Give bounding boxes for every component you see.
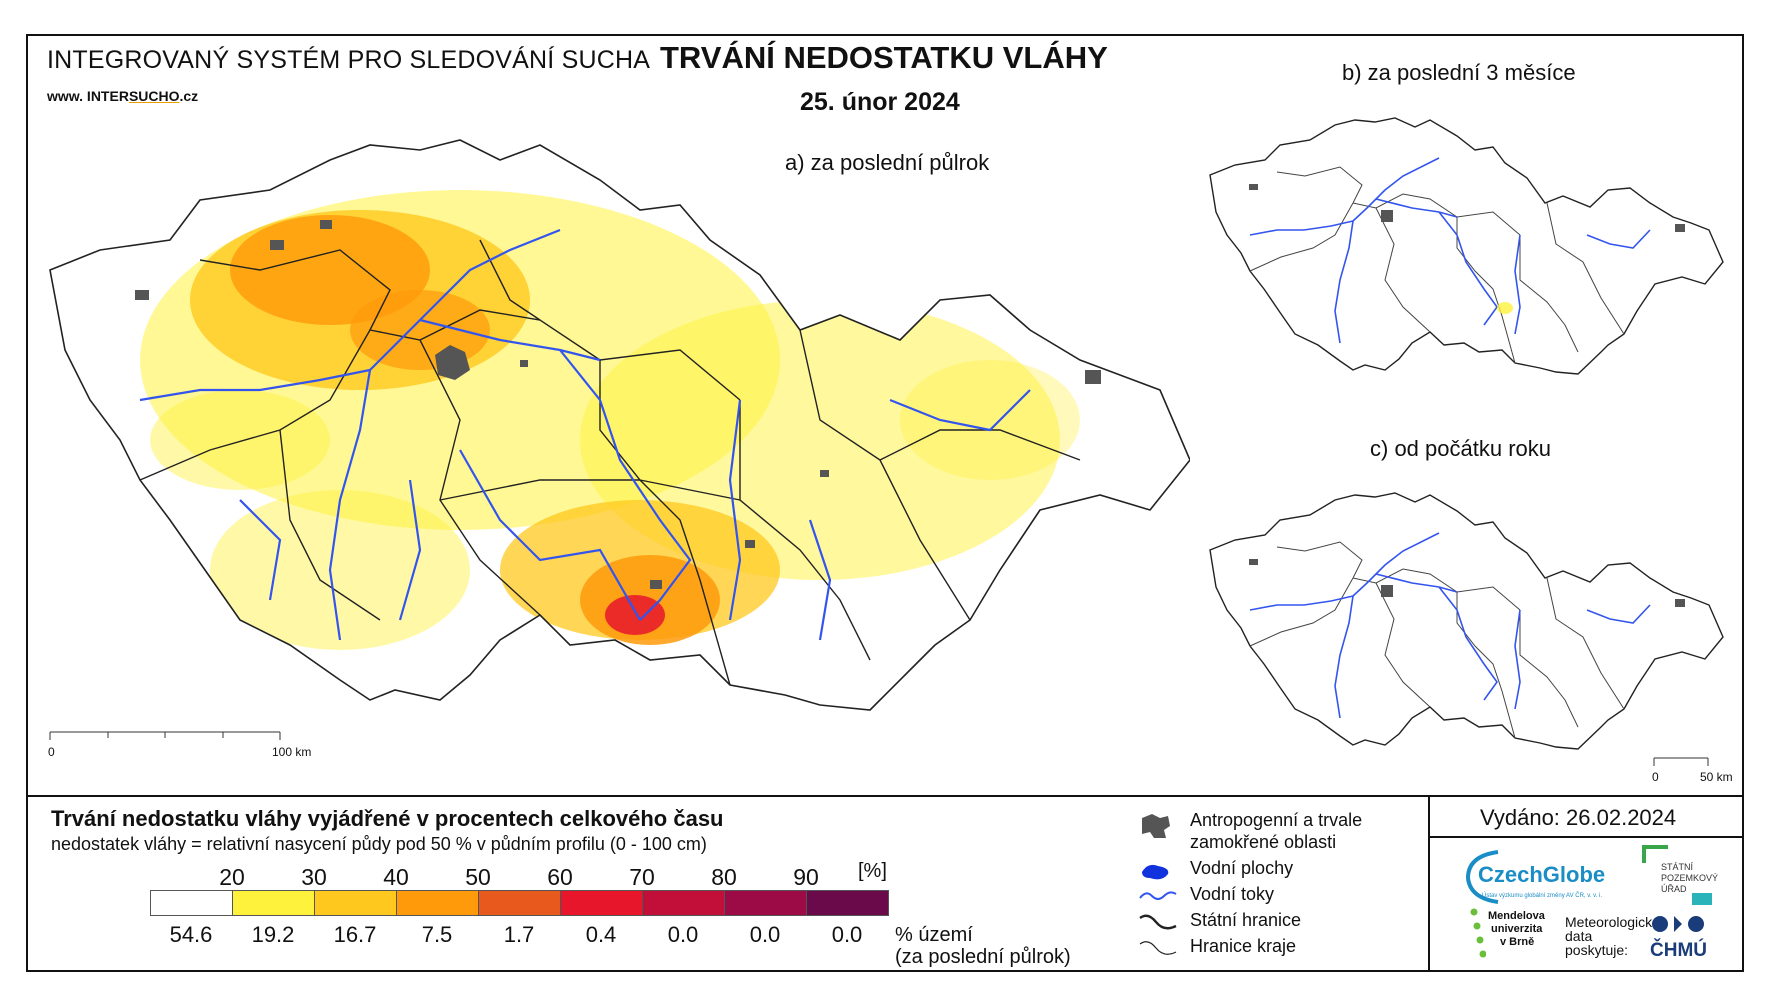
map-a [49,139,1190,711]
legend-tick-20: 20 [219,864,245,890]
map-a-label: a) za poslední půlrok [785,150,990,175]
legend-subtitle: nedostatek vláhy = relativní nasycení pů… [51,834,707,854]
meteo-line-3: poskytuje: [1565,942,1629,958]
system-title: INTEGROVANÝ SYSTÉM PRO SLEDOVÁNÍ SUCHA [47,46,651,74]
map-b-label: b) za poslední 3 měsíce [1342,60,1576,85]
map-c-label: c) od počátku roku [1370,436,1551,461]
meteo-line-2: data [1565,928,1593,944]
spu-line-2: POZEMKOVÝ [1661,873,1719,883]
legend-class-1 [232,890,315,916]
site-prefix: www. INTER [47,88,129,104]
legend-anthropogenic-2: zamokřené oblasti [1190,832,1337,852]
legend-share-6: 0.0 [667,922,699,947]
czechglobe-subtitle: Ústav výzkumu globální změny AV ČR, v. v… [1482,893,1603,899]
state-border-icon [1139,914,1177,930]
water-course-icon [1139,891,1177,900]
mendel-line-2: univerzita [1491,923,1543,935]
scale-c-end: 50 km [1700,770,1733,784]
region-border-icon [1139,941,1177,955]
mendel-dots-icon [1470,908,1486,958]
chmu-mark-icon [1652,916,1704,932]
legend-class-4 [478,890,561,916]
urban-areas-a [135,220,1101,589]
legend-share-label: % území [895,924,973,946]
legend-tick-60: 60 [547,864,573,890]
map-c [1209,492,1724,750]
figure-frame [26,34,1744,972]
czechglobe-logo: CzechGlobe [1478,862,1606,887]
main-title: TRVÁNÍ NEDOSTATKU VLÁHY [660,40,1108,75]
legend-share-5: 0.4 [585,922,617,947]
meteo-line-1: Meteorologická [1565,914,1660,930]
legend-anthropogenic-1: Antropogenní a trvale [1190,810,1363,830]
legend-tick-40: 40 [383,864,409,890]
spu-line-3: ÚŘAD [1661,884,1687,894]
scale-c-zero: 0 [1652,770,1659,784]
site-suffix: .cz [179,88,199,104]
legend-water-courses: Vodní toky [1190,884,1275,904]
czechglobe-logo-icon [1465,850,1499,904]
issued-separator [1429,836,1744,838]
legend-title: Trvání nedostatku vláhy vyjádřené v proc… [51,806,724,831]
scale-bar-c [1653,757,1709,766]
spu-logo: STÁTNÍ POZEMKOVÝ ÚŘAD [1661,862,1718,895]
footer-separator [1428,796,1430,972]
legend-region-border: Hranice kraje [1190,936,1297,956]
legend-share-label-period: (za poslední půlrok) [895,946,1071,968]
legend-class-3 [396,890,479,916]
legend-unit: [%] [858,860,887,882]
scale-bar-a [49,731,281,740]
legend-state-border: Státní hranice [1190,910,1302,930]
legend-share-8: 0.0 [831,922,863,947]
rivers-c [1249,532,1651,719]
scale-a-end: 100 km [272,745,312,759]
spu-mark-icon [1692,893,1712,905]
legend-share-7: 0.0 [749,922,781,947]
urban-areas-c [1249,559,1685,607]
map-b [1209,117,1724,375]
mendel-logo: Mendelova univerzita v Brně [1488,910,1545,949]
region-borders-c [1249,541,1625,739]
mendel-line-1: Mendelova [1488,910,1545,922]
rivers-a [139,228,1031,641]
legend-tick-50: 50 [465,864,491,890]
legend-share-0: 54.6 [169,922,213,947]
legend-tick-30: 30 [301,864,327,890]
legend-class-5 [560,890,643,916]
site-mid: SUCHO [128,88,180,104]
scale-a-zero: 0 [48,745,55,759]
urban-areas-b [1249,184,1685,232]
legend-class-2 [314,890,397,916]
spu-line-1: STÁTNÍ [1661,862,1694,872]
legend-class-8 [806,890,889,916]
legend-class-0 [150,890,233,916]
urban-symbol-icon [1142,814,1170,838]
region-borders-a [139,239,1081,686]
legend-tick-80: 80 [711,864,737,890]
state-border-a [49,139,1190,711]
spu-logo-icon [1642,845,1668,863]
water-body-icon [1142,864,1169,880]
issued-date: Vydáno: 26.02.2024 [1480,805,1677,830]
legend-tick-70: 70 [629,864,655,890]
chmu-logo: ČHMÚ [1650,940,1707,961]
legend-share-1: 19.2 [251,922,295,947]
legend-share-3: 7.5 [421,922,453,947]
legend-separator [26,795,1744,797]
legend-share-4: 1.7 [503,922,535,947]
meteo-provider: Meteorologická data poskytuje: [1565,915,1660,957]
legend-class-7 [724,890,807,916]
legend-class-6 [642,890,725,916]
legend-tick-90: 90 [793,864,819,890]
site-url[interactable]: www. INTERSUCHO.cz [47,88,198,104]
rivers-b [1249,157,1651,344]
main-date: 25. únor 2024 [800,88,960,116]
mendel-line-3: v Brně [1500,936,1535,948]
legend-water-bodies: Vodní plochy [1190,858,1294,878]
legend-share-2: 16.7 [333,922,377,947]
